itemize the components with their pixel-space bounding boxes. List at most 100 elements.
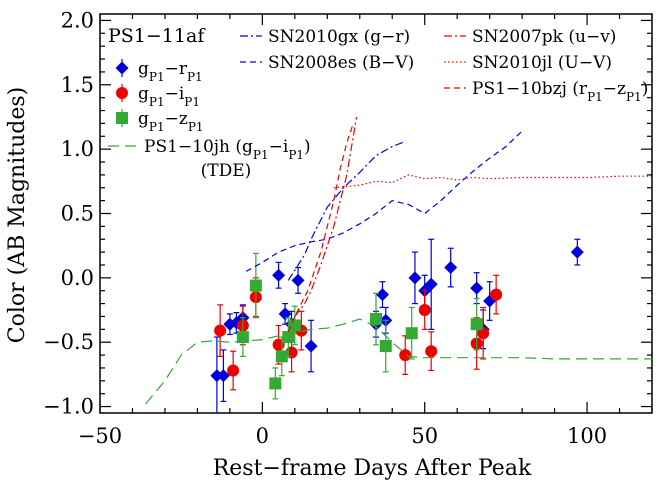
data-point-circle xyxy=(418,304,431,317)
line-ps1-10jh-gp1-ip1 xyxy=(145,318,652,405)
data-point-circle xyxy=(477,327,490,340)
line-ps1-10bzj-rp1-zp1 xyxy=(287,123,354,333)
line-sn2010gx-g-r xyxy=(287,140,406,281)
series-layer xyxy=(145,116,652,413)
label-text: g xyxy=(138,84,149,104)
series-ps1-10bzj-rp1-zp1 xyxy=(287,123,354,333)
series-ps1-10jh-gp1-ip1 xyxy=(145,318,652,405)
y-tick-label: 0.0 xyxy=(61,266,94,290)
legend-label-sn2010gx-g-r: SN2010gx (g−r) xyxy=(268,27,410,47)
legend-item-gp1-zp1 xyxy=(116,109,128,127)
data-point-diamond xyxy=(570,245,584,259)
data-point-square xyxy=(288,319,301,332)
data-point-circle xyxy=(425,345,438,358)
series-sn2010gx-g-r xyxy=(287,140,406,281)
legend-label-gp1-rp1: gP1−rP1 xyxy=(138,59,203,84)
legend-label-sn2007pk-u-v: SN2007pk (u−v) xyxy=(472,27,616,47)
label-subscript: P1 xyxy=(149,120,165,134)
legend-label-ps1-10jh-gp1-ip1: PS1−10jh (gP1−iP1) xyxy=(144,137,311,162)
series-gp1-rp1 xyxy=(210,238,584,413)
data-point-square xyxy=(282,331,295,344)
data-point-circle xyxy=(227,364,240,377)
series-gp1-zp1 xyxy=(236,252,483,400)
series-sn2007pk-u-v xyxy=(294,116,358,317)
y-tick-label: 1.0 xyxy=(61,137,94,161)
data-point-square xyxy=(379,340,392,353)
label-subscript: P1 xyxy=(626,90,642,104)
data-point-diamond xyxy=(278,307,292,321)
data-point-square xyxy=(249,279,262,292)
label-subscript: P1 xyxy=(187,70,203,84)
line-sn2008es-b-v xyxy=(245,130,523,272)
data-point-circle xyxy=(214,324,227,337)
data-point-diamond xyxy=(424,277,438,291)
label-text: −r xyxy=(165,59,188,79)
label-subscript: P1 xyxy=(184,95,200,109)
legend-label-gp1-ip1: gP1−iP1 xyxy=(138,84,200,109)
legend-marker-circle xyxy=(116,87,128,99)
data-point-square xyxy=(236,331,249,344)
label-text: PS1−10jh (g xyxy=(144,137,253,157)
label-text: −z xyxy=(603,79,626,99)
line-sn2007pk-u-v xyxy=(294,116,358,317)
y-tick-label: 0.5 xyxy=(61,202,94,226)
data-point-diamond xyxy=(470,281,484,295)
label-text: PS1−10bzj (r xyxy=(472,79,588,99)
label-text: −i xyxy=(269,137,289,157)
label-text: −i xyxy=(165,84,185,104)
y-tick-label: −0.5 xyxy=(43,330,94,354)
data-point-diamond xyxy=(375,288,389,302)
data-point-circle xyxy=(490,288,503,301)
x-tick-label: 50 xyxy=(411,424,438,448)
y-tick-label: −1.0 xyxy=(43,395,94,419)
legend-marker-square xyxy=(116,112,128,124)
label-subscript: P1 xyxy=(149,95,165,109)
data-point-diamond xyxy=(216,369,230,383)
legend-label-sn2008es-b-v: SN2008es (B−V) xyxy=(268,53,414,73)
series-sn2010jl-u-v xyxy=(333,174,652,189)
data-point-diamond xyxy=(408,271,422,285)
label-text: g xyxy=(138,59,149,79)
y-tick-label: 2.0 xyxy=(61,8,94,32)
legend-item-ps1-10jh-gp1-ip1: (TDE) xyxy=(108,145,252,181)
legend-item-gp1-ip1 xyxy=(116,84,128,102)
label-subscript: P1 xyxy=(149,70,165,84)
data-point-square xyxy=(370,313,382,326)
legend-label-gp1-zp1: gP1−zP1 xyxy=(138,109,204,134)
label-subscript: P1 xyxy=(587,90,603,104)
legend-marker-diamond xyxy=(115,61,129,75)
data-point-square xyxy=(405,327,418,340)
data-point-square xyxy=(470,318,483,331)
x-tick-label: 100 xyxy=(567,424,607,448)
data-point-diamond xyxy=(444,261,458,275)
axes: −50 0 50 100 −1.0 −0.5 0.0 0.5 1.0 1.5 2.0 xyxy=(43,8,653,448)
data-point-diamond xyxy=(272,268,286,282)
series-sn2008es-b-v xyxy=(245,130,523,272)
x-axis-label: Rest−frame Days After Peak xyxy=(213,456,532,481)
legend-item-gp1-rp1 xyxy=(115,59,129,77)
legend-label-sn2010jl-u-v: SN2010jl (U−V) xyxy=(472,53,612,73)
label-subscript: P1 xyxy=(188,120,204,134)
x-tick-label: −50 xyxy=(78,424,122,448)
label-text: −z xyxy=(165,109,188,129)
data-point-square xyxy=(269,377,282,390)
chart-title: PS1−11af xyxy=(108,25,206,47)
data-point-diamond xyxy=(291,273,305,287)
label-subscript: P1 xyxy=(253,148,269,162)
label-text: ) xyxy=(304,137,311,157)
data-point-square xyxy=(275,350,288,363)
legend-label-ps1-10bzj-rp1-zp1: PS1−10bzj (rP1−zP1) xyxy=(472,79,648,104)
label-subscript: P1 xyxy=(288,148,304,162)
label-text: g xyxy=(138,109,149,129)
line-sn2010jl-u-v xyxy=(333,174,652,189)
x-tick-label: 0 xyxy=(256,424,269,448)
label-text: ) xyxy=(642,79,649,99)
y-tick-label: 1.5 xyxy=(61,73,94,97)
series-gp1-ip1 xyxy=(214,274,503,391)
legend-label-line2: (TDE) xyxy=(201,161,252,181)
data-point-circle xyxy=(399,349,412,362)
y-axis-label: Color (AB Magnitudes) xyxy=(5,87,30,343)
data-point-diamond xyxy=(304,339,318,353)
